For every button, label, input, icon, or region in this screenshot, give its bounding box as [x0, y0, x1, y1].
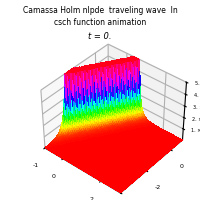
Text: csch function animation: csch function animation	[54, 18, 146, 27]
Text: t = 0.: t = 0.	[88, 32, 112, 41]
Text: Camassa Holm nlpde  traveling wave  ln: Camassa Holm nlpde traveling wave ln	[23, 6, 177, 15]
